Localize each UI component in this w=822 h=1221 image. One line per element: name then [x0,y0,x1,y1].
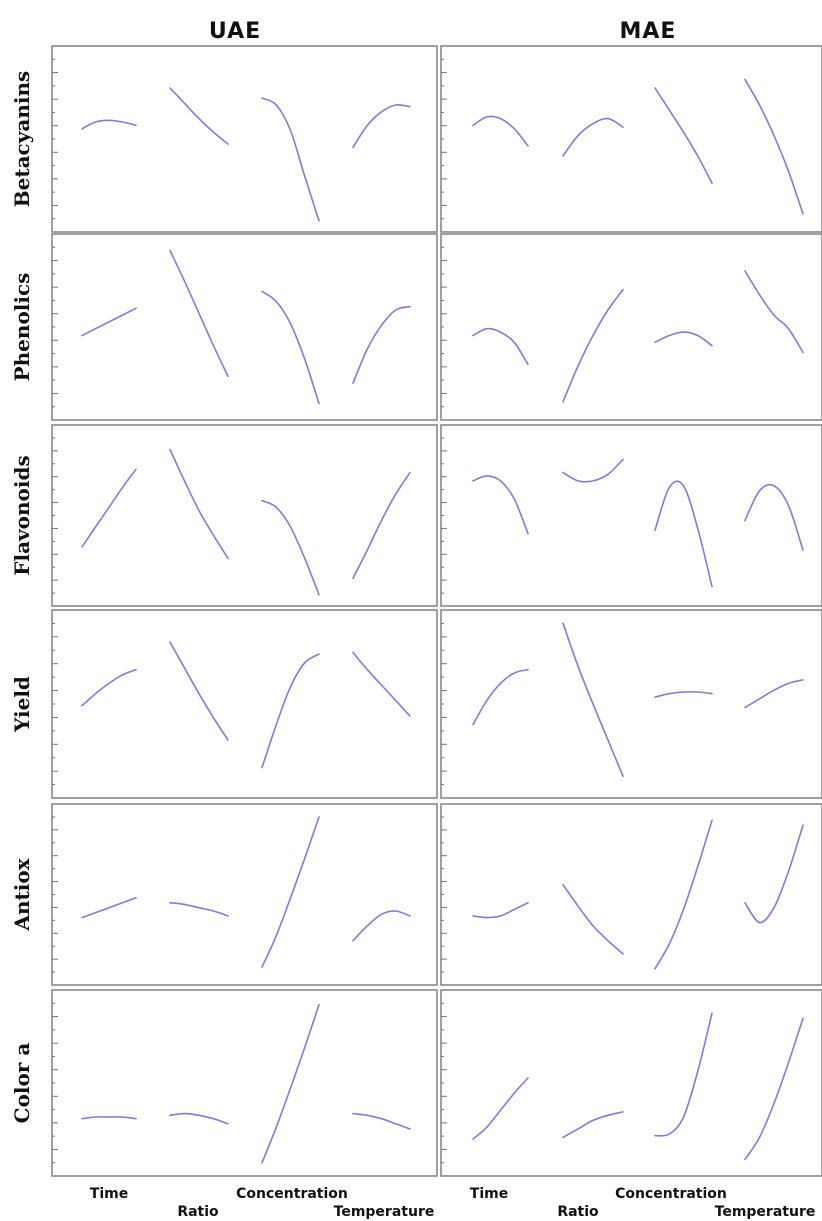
profile-line-time [81,468,137,548]
panel-mae-color-a [440,989,822,1177]
profile-line-time [81,1116,137,1120]
profile-line-time [81,668,137,707]
panel-frame [51,45,438,233]
x-label-time-uae: Time [90,1186,128,1202]
profile-line-time [472,668,529,726]
profile-line-concentration [261,499,320,596]
profile-line-ratio [562,288,624,403]
profile-line-ratio [169,641,229,741]
profile-line-ratio [169,448,229,560]
profile-line-time [81,119,137,130]
row-label-color-a: Color a [10,1043,34,1124]
profile-line-temperature [352,104,411,149]
profile-line-time [472,475,529,535]
profile-line-ratio [169,902,229,917]
profile-line-ratio [562,117,624,157]
panel-frame [51,424,438,607]
panel-uae-color-a [51,989,438,1177]
panel-uae-yield [51,609,438,799]
profile-line-temperature [744,483,804,551]
x-label-ratio-mae: Ratio [557,1204,599,1220]
profile-line-concentration [654,819,713,970]
profile-line-temperature [352,1112,411,1130]
panel-mae-antiox [440,803,822,986]
panel-uae-betacyanins [51,45,438,233]
profile-line-ratio [562,622,624,777]
panel-uae-phenolics [51,233,438,421]
panel-frame [440,233,822,421]
panel-frame [51,609,438,799]
profile-line-concentration [261,816,320,968]
profile-line-ratio [562,1111,624,1139]
panel-mae-phenolics [440,233,822,421]
panel-frame [440,45,822,233]
profile-line-concentration [261,653,320,769]
profile-line-concentration [654,331,713,347]
panel-mae-betacyanins [440,45,822,233]
x-label-time-mae: Time [470,1186,508,1202]
row-label-antiox: Antiox [10,857,34,931]
panel-frame [51,233,438,421]
profile-line-concentration [261,290,320,405]
profile-line-temperature [744,78,804,215]
x-label-concentration-uae: Concentration [236,1186,348,1202]
column-title-mae: MAE [620,19,677,44]
profile-line-temperature [352,471,411,579]
panel-frame [51,803,438,986]
profile-line-temperature [744,679,804,709]
panel-frame [51,989,438,1177]
profile-line-temperature [352,651,411,717]
profile-line-time [472,902,529,919]
profile-line-time [472,327,529,366]
profile-line-concentration [261,97,320,222]
row-label-yield: Yield [10,676,34,733]
x-label-ratio-uae: Ratio [177,1204,219,1220]
profile-line-concentration [261,1004,320,1164]
profile-line-time [472,115,529,147]
panel-uae-antiox [51,803,438,986]
profile-line-ratio [562,883,624,955]
panel-frame [440,609,822,799]
panel-frame [440,424,822,607]
profile-line-ratio [562,458,624,483]
profile-line-concentration [654,690,713,698]
profile-line-concentration [654,1012,713,1137]
profile-line-temperature [352,305,411,384]
panel-frame [440,989,822,1177]
profile-line-ratio [169,1112,229,1125]
profile-line-ratio [169,249,229,378]
profile-line-time [472,1077,529,1140]
row-label-flavonoids: Flavonoids [10,455,34,575]
panel-mae-flavonoids [440,424,822,607]
column-title-uae: UAE [209,19,261,44]
profile-line-temperature [744,270,804,354]
profile-line-time [81,897,137,919]
panel-mae-yield [440,609,822,799]
panel-uae-flavonoids [51,424,438,607]
profile-line-concentration [654,480,713,588]
x-label-concentration-mae: Concentration [615,1186,727,1202]
profile-line-temperature [744,1017,804,1161]
row-label-betacyanins: Betacyanins [10,71,34,208]
panel-frame [440,803,822,986]
profile-line-ratio [169,87,229,145]
profile-line-concentration [654,87,713,184]
x-label-temperature-mae: Temperature [715,1204,816,1220]
profile-line-temperature [744,824,804,924]
profile-line-temperature [352,910,411,942]
x-label-temperature-uae: Temperature [334,1204,435,1220]
row-label-phenolics: Phenolics [10,273,34,382]
profile-line-time [81,307,137,337]
